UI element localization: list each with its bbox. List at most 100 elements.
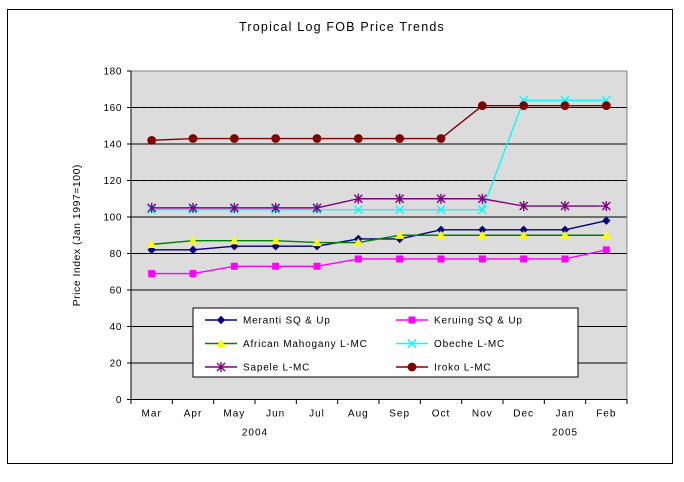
data-point-marker <box>437 255 445 263</box>
legend-item-label: Obeche L-MC <box>434 339 505 350</box>
data-point-marker <box>312 237 322 247</box>
series-african-mahogany-l-mc <box>147 230 611 248</box>
data-point-marker <box>407 339 417 348</box>
legend-item-label: Keruing SQ & Up <box>434 316 523 327</box>
y-tick-label: 0 <box>116 395 122 406</box>
data-point-marker <box>560 201 570 212</box>
data-point-marker <box>395 193 405 204</box>
data-point-marker <box>436 205 446 215</box>
data-point-marker <box>189 270 197 278</box>
data-point-marker <box>407 362 417 372</box>
data-point-marker <box>602 246 610 254</box>
x-tick-label: Sep <box>389 409 410 420</box>
data-point-marker <box>188 236 198 245</box>
data-point-marker <box>520 255 528 263</box>
data-point-marker <box>477 101 487 111</box>
data-point-marker <box>312 202 322 213</box>
legend-item-label: Meranti SQ & Up <box>243 316 331 327</box>
y-tick-label: 80 <box>110 249 122 260</box>
legend-box <box>192 307 579 378</box>
data-point-marker <box>560 101 570 111</box>
data-point-marker <box>313 262 321 270</box>
y-tick-label: 20 <box>110 359 122 370</box>
data-point-marker <box>408 316 416 324</box>
data-point-marker <box>519 201 529 212</box>
data-point-marker <box>478 255 486 263</box>
chart-border-frame <box>7 9 673 464</box>
data-point-marker <box>147 135 157 145</box>
legend-item-keruing-sq-up: Keruing SQ & Up <box>396 316 523 327</box>
data-point-marker <box>188 134 198 143</box>
data-point-marker <box>560 230 570 239</box>
data-point-marker <box>271 236 281 245</box>
data-point-marker <box>519 225 528 234</box>
x-tick-label: May <box>223 409 245 420</box>
data-point-marker <box>601 230 611 239</box>
data-point-marker <box>353 193 363 204</box>
data-point-marker <box>216 315 226 325</box>
x-tick-label: Nov <box>472 409 493 420</box>
data-point-marker <box>148 270 156 278</box>
x-tick-label: Mar <box>142 409 162 420</box>
data-point-marker <box>353 237 363 247</box>
data-point-marker <box>147 239 157 248</box>
y-tick-label: 60 <box>110 286 122 297</box>
legend-item-meranti-sq-up: Meranti SQ & Up <box>205 315 331 327</box>
data-point-marker <box>395 230 405 239</box>
data-point-marker <box>353 205 363 215</box>
data-point-marker <box>477 230 487 239</box>
legend-item-african-mahogany-l-mc: African Mahogany L-MC <box>205 338 368 350</box>
chart-title: Tropical Log FOB Price Trends <box>239 20 445 34</box>
y-tick-label: 100 <box>104 213 123 224</box>
data-point-marker <box>354 255 362 263</box>
data-point-marker <box>271 202 281 213</box>
data-point-marker <box>396 255 404 263</box>
data-point-marker <box>229 202 239 213</box>
y-axis-title: Price Index (Jan 1997=100) <box>71 164 83 306</box>
y-tick-label: 160 <box>104 103 123 114</box>
data-point-marker <box>436 193 446 204</box>
y-tick-label: 40 <box>110 322 122 333</box>
x-tick-label: Apr <box>184 409 203 420</box>
data-point-marker <box>601 101 611 111</box>
data-point-marker <box>147 202 157 213</box>
x-tick-label: Aug <box>348 409 369 420</box>
series-line-african-mahogany-l-mc <box>151 234 607 246</box>
series-line-iroko-l-mc <box>151 104 607 142</box>
data-point-marker <box>271 134 281 143</box>
data-point-marker <box>353 134 363 143</box>
data-point-marker <box>436 225 446 234</box>
data-point-marker <box>436 230 446 239</box>
legend-item-label: African Mahogany L-MC <box>243 339 368 350</box>
data-point-marker <box>561 255 569 263</box>
x-tick-label: Dec <box>513 409 534 420</box>
data-point-marker <box>272 262 280 270</box>
series-line-keruing-sq-up <box>151 249 607 275</box>
data-point-marker <box>188 245 198 255</box>
x-tick-label: Jan <box>555 409 574 420</box>
series-sapele-l-mc <box>147 193 611 213</box>
series-keruing-sq-up <box>148 246 610 278</box>
data-point-marker <box>395 205 405 215</box>
data-point-marker <box>477 193 487 204</box>
y-tick-label: 120 <box>104 176 123 187</box>
x-tick-label: Jul <box>309 409 325 420</box>
legend-item-iroko-l-mc: Iroko L-MC <box>396 363 491 374</box>
data-point-marker <box>477 205 487 215</box>
series-iroko-l-mc <box>147 101 611 145</box>
legend-item-sapele-l-mc: Sapele L-MC <box>205 362 310 374</box>
y-tick-label: 180 <box>104 67 123 78</box>
data-point-marker <box>216 338 226 348</box>
year-label: 2004 <box>242 428 268 439</box>
data-point-marker <box>602 216 611 225</box>
legend: Meranti SQ & Up African Mahogany L-MC Sape… <box>192 307 579 378</box>
data-point-marker <box>312 134 322 143</box>
data-point-marker <box>436 134 446 143</box>
legend-item-label: Sapele L-MC <box>243 363 310 374</box>
data-point-marker <box>216 362 226 372</box>
x-tick-label: Feb <box>596 409 616 420</box>
x-tick-label: Oct <box>432 409 451 420</box>
data-point-marker <box>230 262 238 270</box>
series-line-obeche-l-mc <box>151 99 607 211</box>
